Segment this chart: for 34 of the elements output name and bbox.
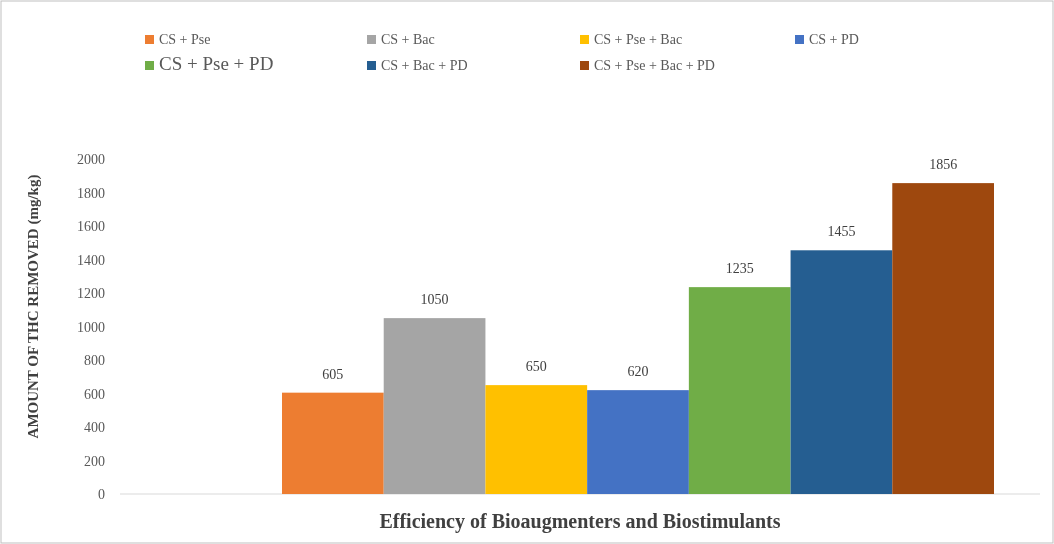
bar xyxy=(790,250,893,494)
y-tick-label: 200 xyxy=(84,453,105,469)
data-label: 605 xyxy=(322,366,344,382)
bar xyxy=(383,318,486,494)
data-label: 650 xyxy=(525,359,547,375)
y-tick-label: 1200 xyxy=(77,286,105,301)
legend-label: CS + Bac + PD xyxy=(381,58,468,73)
data-label: 1856 xyxy=(929,157,958,173)
bar xyxy=(587,390,689,494)
x-axis-title: Efficiency of Bioaugmenters and Biostimulants xyxy=(379,510,781,533)
data-label: 1050 xyxy=(420,292,449,308)
data-label: 1235 xyxy=(725,261,754,277)
legend-label: CS + Bac xyxy=(381,32,435,47)
y-tick-label: 400 xyxy=(84,420,105,435)
y-tick-label: 800 xyxy=(84,353,105,368)
y-tick-label: 1800 xyxy=(77,185,105,201)
legend-label: CS + Pse xyxy=(159,32,211,47)
y-tick-label: 1000 xyxy=(77,319,105,335)
y-tick-label: 600 xyxy=(84,386,105,402)
legend-label: CS + Pse + PD xyxy=(159,53,274,74)
y-tick-label: 2000 xyxy=(77,152,105,167)
legend-label: CS + Pse + Bac + PD xyxy=(594,58,715,73)
bar xyxy=(282,392,384,494)
y-tick-label: 0 xyxy=(98,487,105,502)
y-axis-title: AMOUNT OF THC REMOVED (mg/kg) xyxy=(25,174,42,439)
legend-label: CS + PD xyxy=(809,32,859,47)
y-tick-label: 1400 xyxy=(77,252,105,268)
y-tick-label: 1600 xyxy=(77,219,105,234)
legend-label: CS + Pse + Bac xyxy=(594,32,683,47)
data-label: 620 xyxy=(627,364,649,380)
bar xyxy=(892,183,994,494)
bar xyxy=(688,287,791,494)
data-label: 1455 xyxy=(827,224,856,240)
bar xyxy=(485,385,588,494)
